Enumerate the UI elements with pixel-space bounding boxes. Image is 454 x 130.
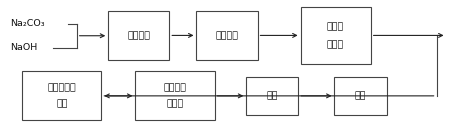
Bar <box>197 11 257 60</box>
Bar <box>246 77 298 115</box>
Text: NaOH: NaOH <box>10 43 37 52</box>
Text: 盖干燥: 盖干燥 <box>166 99 183 108</box>
Text: 热自升: 热自升 <box>327 40 344 49</box>
Text: 结晶放热自: 结晶放热自 <box>47 84 76 93</box>
Bar <box>301 7 371 64</box>
Text: 生温: 生温 <box>56 99 68 108</box>
Bar <box>335 77 386 115</box>
Text: Na₂CO₃: Na₂CO₃ <box>10 19 44 28</box>
Text: 反应放: 反应放 <box>327 22 344 31</box>
Bar <box>22 71 101 120</box>
Text: 流加醋酸: 流加醋酸 <box>216 31 238 40</box>
Text: 包装: 包装 <box>355 91 366 100</box>
Text: 反应器开: 反应器开 <box>163 84 187 93</box>
Bar <box>135 71 215 120</box>
Bar <box>108 11 169 60</box>
Text: 化验: 化验 <box>266 91 278 100</box>
Text: 混合搅拌: 混合搅拌 <box>127 31 150 40</box>
